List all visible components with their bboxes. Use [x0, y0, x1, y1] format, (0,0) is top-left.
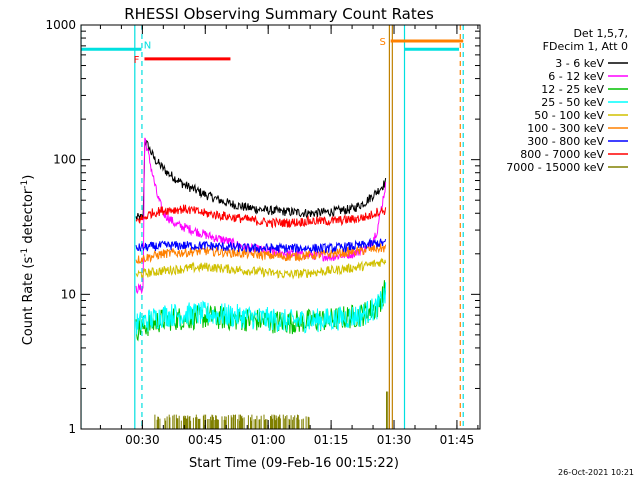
legend-item-label: 25 - 50 keV — [541, 96, 604, 109]
y-tick-label: 10 — [61, 287, 76, 301]
x-axis-label: Start Time (09-Feb-16 00:15:22) — [189, 456, 399, 471]
legend-item-label: 100 - 300 keV — [527, 122, 604, 135]
flag-label-S: S — [379, 37, 385, 48]
series-line-2 — [135, 280, 387, 342]
axes: FN S 1 10 100 1000 00:30 00:45 01:00 01:15 01:30 01… — [45, 18, 481, 447]
legend-item-label: 300 - 800 keV — [527, 135, 604, 148]
legend-item-label: 3 - 6 keV — [555, 57, 604, 70]
x-tick-label: 01:30 — [377, 433, 412, 447]
series-line-6 — [135, 237, 387, 254]
y-tick-label: 100 — [53, 153, 76, 167]
series-line-7 — [135, 204, 387, 229]
footer-timestamp: 26-Oct-2021 10:21 — [558, 468, 634, 477]
flag-label-F: F — [134, 55, 140, 66]
flag-label-N: N — [144, 40, 151, 51]
x-tick-label: 00:45 — [188, 433, 223, 447]
axes-frame — [80, 24, 481, 430]
chart-title: RHESSI Observing Summary Count Rates — [124, 5, 434, 23]
legend-header: FDecim 1, Att 0 — [543, 40, 628, 53]
x-tick-label: 00:30 — [125, 433, 160, 447]
series-line-0 — [135, 139, 387, 221]
x-tick-label: 01:00 — [251, 433, 286, 447]
series-line-4 — [135, 257, 387, 280]
series-line-3 — [135, 282, 387, 335]
series-line-7000-15000 — [154, 391, 389, 429]
y-tick-label: 1000 — [45, 18, 76, 32]
legend-header: Det 1,5,7, — [573, 27, 628, 40]
legend-item-label: 800 - 7000 keV — [520, 148, 604, 161]
legend-item-label: 12 - 25 keV — [541, 83, 604, 96]
y-axis-label: Count Rate (s-1 detector-1) — [20, 175, 36, 346]
legend-item-label: 50 - 100 keV — [534, 109, 604, 122]
legend-item-label: 6 - 12 keV — [548, 70, 604, 83]
x-tick-label: 01:15 — [314, 433, 349, 447]
series-line-5 — [135, 243, 387, 265]
x-tick-label: 01:45 — [440, 433, 475, 447]
plot-area — [81, 25, 464, 429]
legend-item-label: 7000 - 15000 keV — [506, 161, 604, 174]
y-tick-label: 1 — [68, 422, 76, 436]
